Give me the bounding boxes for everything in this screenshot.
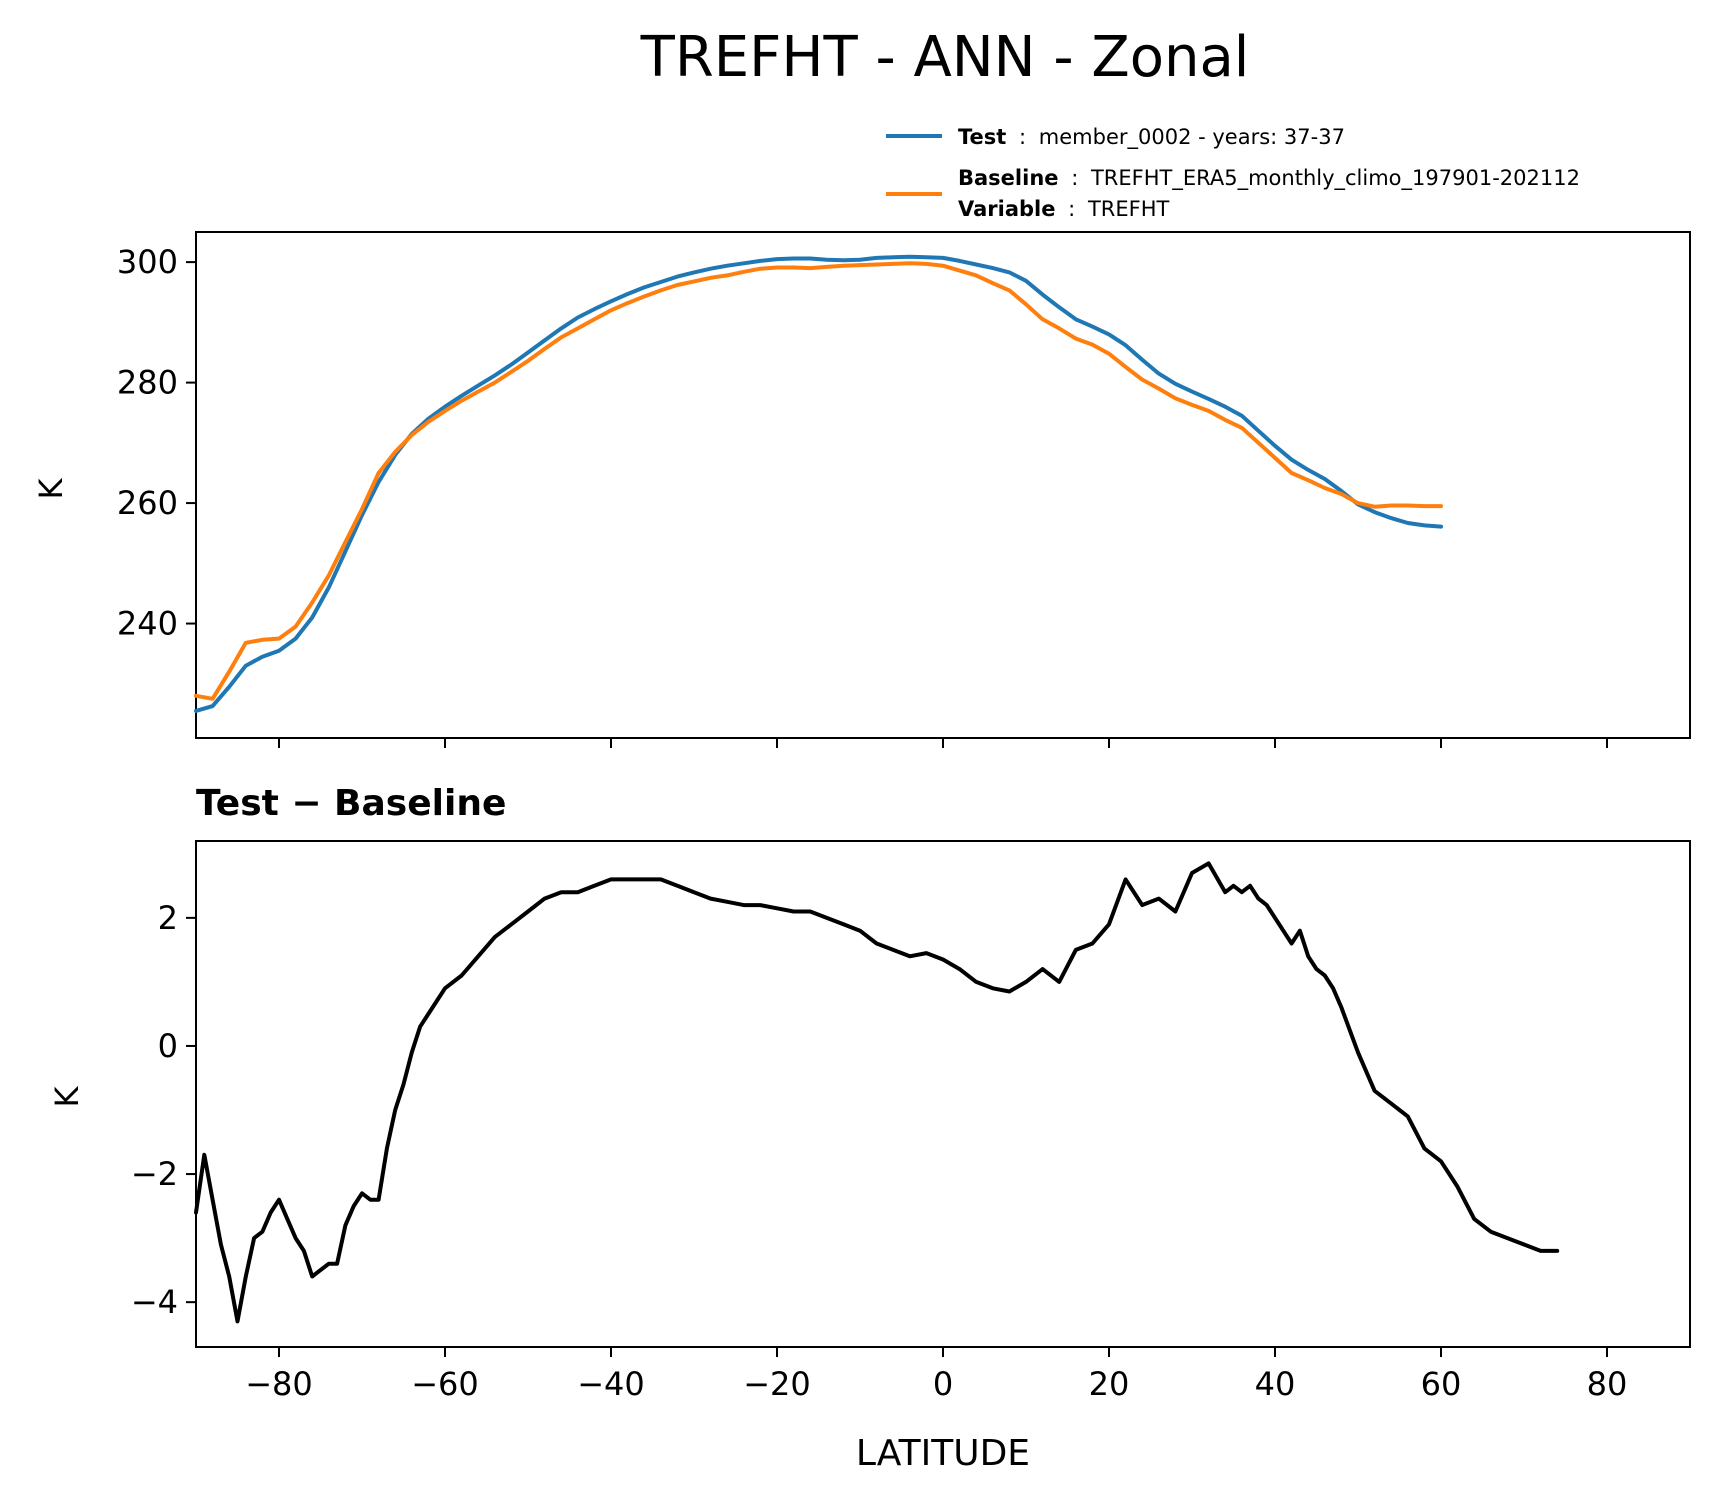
bottom-panel: Test − Baseline −4−202 −80 −60 −40 −20 0 20 40…	[48, 783, 1691, 1474]
bottom-xtick-label: 20	[1089, 1365, 1130, 1403]
legend-sep-2: :	[1071, 166, 1078, 190]
top-y-axis: 240 260 280 300	[117, 243, 196, 643]
top-series-group	[194, 254, 1443, 713]
bottom-xtick-label: 0	[933, 1365, 953, 1403]
legend-variable-entry: Variable : TREFHT	[958, 197, 1169, 221]
legend-test-entry: Test : member_0002 - years: 37-37	[958, 125, 1345, 150]
bottom-y-axis: −4 −2 0 2	[131, 899, 196, 1321]
top-ytick-label: 260	[117, 484, 178, 522]
legend-variable-key: Variable	[958, 197, 1055, 221]
bottom-xtick-label: 40	[1255, 1365, 1296, 1403]
bottom-xtick-label: −40	[577, 1365, 645, 1403]
x-axis-label: LATITUDE	[856, 1433, 1030, 1474]
bottom-xtick-label: −60	[411, 1365, 479, 1403]
figure-title: TREFHT - ANN - Zonal	[640, 25, 1250, 90]
bottom-ytick-label: 2	[158, 899, 178, 937]
legend: Test : member_0002 - years: 37-37 Baseli…	[886, 125, 1580, 221]
top-ytick-label: 300	[117, 243, 178, 281]
legend-baseline-entry: Baseline : TREFHT_ERA5_monthly_climo_197…	[958, 166, 1580, 191]
legend-sep-1: :	[1019, 125, 1026, 149]
bottom-plot-frame	[195, 840, 1691, 1348]
top-panel: 240 260 280 300 K	[32, 231, 1691, 748]
legend-test-text: member_0002 - years: 37-37	[1039, 125, 1345, 150]
top-y-axis-label: K	[32, 477, 70, 499]
bottom-y-axis-label: K	[48, 1085, 86, 1107]
top-ytick-label: 280	[117, 364, 178, 402]
bottom-series-group	[194, 861, 1560, 1324]
bottom-xtick-label: 60	[1421, 1365, 1462, 1403]
bottom-xtick-label: 80	[1587, 1365, 1628, 1403]
bottom-xtick-label: −20	[743, 1365, 811, 1403]
legend-sep-3: :	[1068, 197, 1075, 221]
bottom-panel-title: Test − Baseline	[196, 783, 506, 824]
top-x-axis	[278, 738, 1608, 748]
bottom-xtick-label: −80	[245, 1365, 313, 1403]
top-series-line-test	[194, 254, 1443, 713]
legend-variable-text: TREFHT	[1087, 197, 1170, 221]
top-series-line-baseline	[194, 261, 1443, 701]
top-plot-frame	[195, 231, 1691, 739]
bottom-ytick-label: −4	[131, 1283, 178, 1321]
legend-baseline-key: Baseline	[958, 166, 1059, 190]
top-ytick-label: 240	[117, 605, 178, 643]
bottom-ytick-label: −2	[131, 1155, 178, 1193]
legend-test-key: Test	[958, 125, 1006, 149]
bottom-x-axis: −80 −60 −40 −20 0 20 40 60 80	[245, 1347, 1627, 1403]
bottom-series-line-test-baseline	[194, 861, 1560, 1324]
legend-baseline-text: TREFHT_ERA5_monthly_climo_197901-202112	[1090, 166, 1580, 191]
bottom-ytick-label: 0	[158, 1027, 178, 1065]
